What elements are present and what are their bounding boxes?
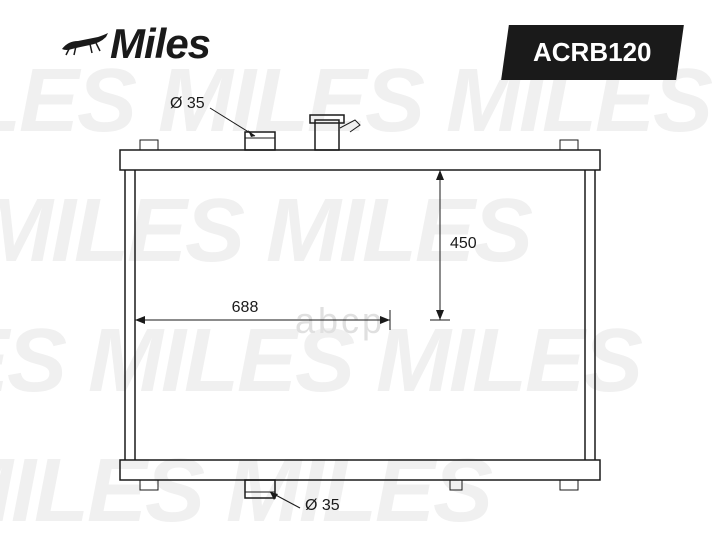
radiator-diagram: Ø 35 Ø 35 688 450 [80, 90, 640, 510]
brand-logo: Miles [60, 20, 210, 68]
inlet-diameter-label: Ø 35 [170, 95, 205, 112]
part-number: ACRB120 [533, 37, 652, 68]
width-dimension: 688 [232, 299, 259, 316]
part-number-badge: ACRB120 [501, 25, 683, 80]
greyhound-icon [60, 29, 110, 59]
height-dimension: 450 [450, 235, 477, 252]
outlet-diameter-label: Ø 35 [305, 497, 340, 510]
brand-name: Miles [110, 20, 210, 68]
